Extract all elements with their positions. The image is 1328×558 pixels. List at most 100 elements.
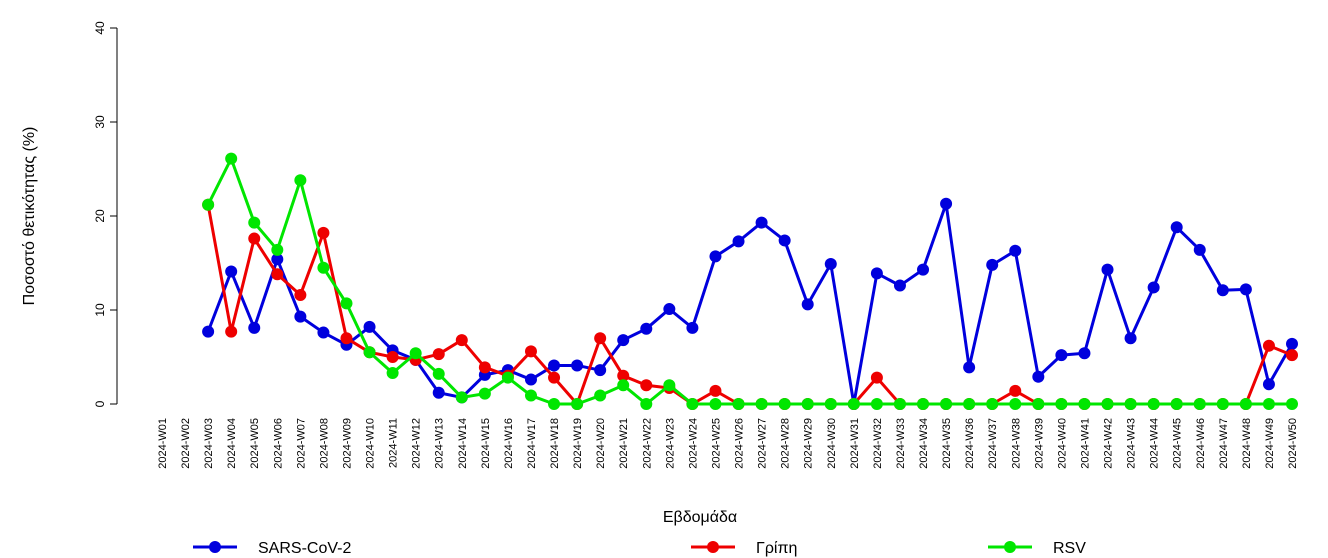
x-tick-label: 2024-W33	[895, 418, 907, 469]
point	[801, 298, 814, 311]
point	[1009, 398, 1022, 410]
y-tick-label: 40	[93, 21, 107, 35]
x-tick-label: 2024-W37	[987, 418, 999, 469]
series-line	[206, 157, 1292, 406]
point	[294, 288, 307, 301]
point	[1147, 281, 1160, 294]
point	[686, 321, 699, 334]
point	[870, 398, 883, 410]
x-tick-label: 2024-W45	[1172, 418, 1184, 469]
x-tick-label: 2024-W29	[803, 418, 815, 469]
series-line	[206, 204, 1293, 406]
point	[594, 332, 607, 345]
point	[709, 384, 722, 397]
point	[340, 332, 353, 345]
x-tick-label: 2024-W05	[249, 418, 261, 469]
x-tick-label: 2024-W10	[365, 418, 377, 469]
point	[478, 387, 491, 400]
x-tick-label: 2024-W46	[1195, 418, 1207, 469]
x-tick-label: 2024-W39	[1033, 418, 1045, 469]
point	[294, 174, 307, 187]
point	[617, 379, 630, 392]
point	[686, 398, 699, 410]
point	[1009, 384, 1022, 397]
x-tick-label: 2024-W07	[295, 418, 307, 469]
x-axis-title: Εβδομάδα	[663, 509, 737, 526]
x-tick-label: 2024-W49	[1264, 418, 1276, 469]
point	[617, 334, 630, 347]
x-tick-label: 2024-W01	[157, 418, 169, 469]
point	[1286, 398, 1298, 410]
point	[732, 235, 745, 248]
point	[1124, 398, 1137, 410]
point	[248, 216, 261, 229]
legend-marker	[209, 541, 221, 553]
point	[202, 198, 215, 211]
point	[732, 398, 745, 410]
point	[1286, 349, 1298, 362]
x-tick-label: 2024-W20	[595, 418, 607, 469]
legend-label: Γρίπη	[756, 540, 797, 557]
point	[225, 265, 238, 278]
point	[432, 367, 445, 380]
point	[524, 345, 537, 358]
point	[755, 216, 768, 229]
point	[1078, 398, 1091, 410]
point	[1193, 398, 1206, 410]
point	[1032, 398, 1045, 410]
x-tick-label: 2024-W14	[457, 418, 469, 469]
point	[386, 366, 399, 379]
point	[548, 398, 561, 410]
x-tick-label: 2024-W25	[710, 418, 722, 469]
x-tick-label: 2024-W26	[734, 418, 746, 469]
point	[225, 152, 238, 165]
point	[571, 398, 584, 410]
x-tick-label: 2024-W04	[226, 418, 238, 469]
x-tick-label: 2024-W08	[318, 418, 330, 469]
point	[986, 398, 999, 410]
point	[1009, 244, 1022, 257]
point	[963, 361, 976, 374]
point	[1147, 398, 1160, 410]
x-tick-label: 2024-W40	[1056, 418, 1068, 469]
series-line	[206, 202, 1294, 406]
x-tick-label: 2024-W12	[411, 418, 423, 469]
legend-marker	[1004, 541, 1016, 553]
point	[778, 234, 791, 247]
x-tick-label: 2024-W42	[1103, 418, 1115, 469]
x-tick-label: 2024-W35	[941, 418, 953, 469]
point	[363, 320, 376, 333]
x-tick-label: 2024-W27	[757, 418, 769, 469]
point	[271, 268, 284, 281]
point	[1262, 378, 1275, 391]
y-tick-label: 20	[93, 209, 107, 223]
point	[640, 398, 653, 410]
x-tick-label: 2024-W24	[687, 418, 699, 469]
point	[640, 322, 653, 335]
point	[1239, 398, 1252, 410]
point	[940, 197, 953, 210]
point	[317, 326, 330, 339]
point	[432, 386, 445, 399]
x-tick-label: 2024-W48	[1241, 418, 1253, 469]
legend-label: RSV	[1053, 540, 1086, 557]
point	[409, 347, 422, 360]
point	[524, 389, 537, 402]
point	[294, 310, 307, 323]
point	[824, 257, 837, 270]
point	[663, 379, 676, 392]
x-tick-label: 2024-W36	[964, 418, 976, 469]
point	[1216, 284, 1229, 297]
x-tick-label: 2024-W30	[826, 418, 838, 469]
point	[1262, 339, 1275, 352]
point	[709, 398, 722, 410]
point	[478, 361, 491, 374]
point	[317, 261, 330, 274]
point	[640, 379, 653, 392]
point	[248, 232, 261, 245]
y-tick-label: 30	[93, 115, 107, 129]
point	[1124, 332, 1137, 345]
point	[1078, 347, 1091, 360]
point	[1286, 337, 1298, 350]
